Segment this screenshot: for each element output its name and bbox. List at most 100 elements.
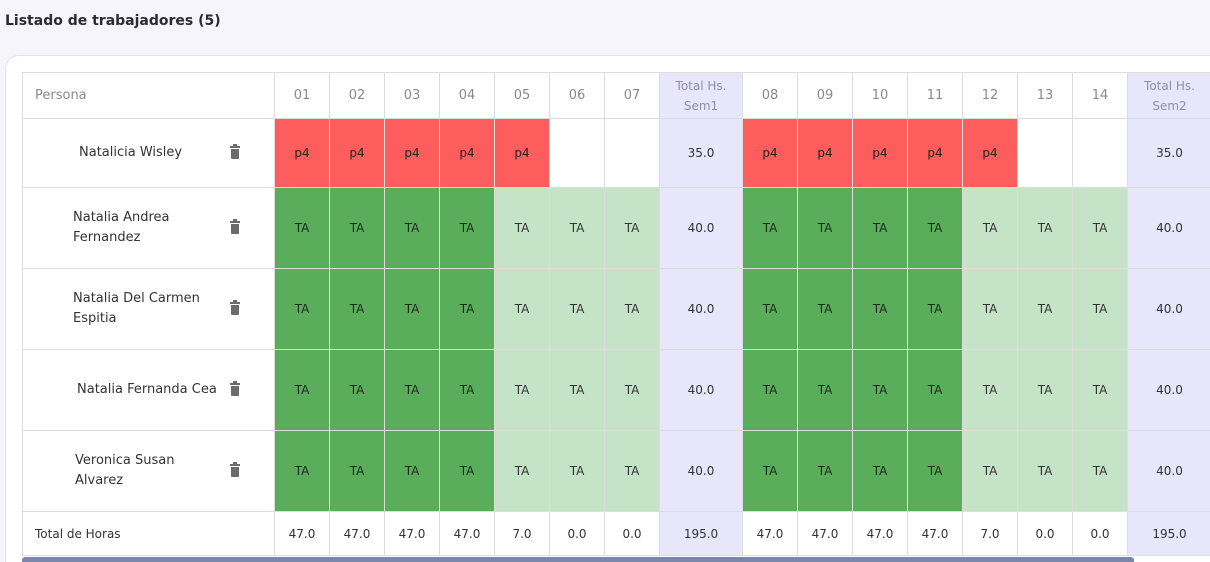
schedule-table: Persona 01 02 03 04 05 06 07 Total Hs. Sem1 08 09… — [22, 72, 1210, 556]
shift-cell[interactable]: TA — [742, 430, 798, 512]
shift-cell[interactable]: TA — [1017, 430, 1073, 512]
shift-cell[interactable]: TA — [274, 268, 330, 350]
shift-cell[interactable]: p4 — [852, 118, 908, 188]
shift-cell[interactable]: TA — [549, 187, 605, 269]
shift-cell[interactable]: TA — [384, 349, 440, 431]
horizontal-scrollbar[interactable] — [22, 557, 1134, 562]
shift-cell[interactable]: TA — [274, 187, 330, 269]
week-total-cell: 40.0 — [659, 268, 743, 350]
shift-cell[interactable]: TA — [1072, 187, 1128, 269]
shift-cell[interactable]: TA — [274, 430, 330, 512]
shift-cell[interactable]: TA — [852, 268, 908, 350]
footer-day-total: 47.0 — [797, 511, 853, 556]
shift-cell[interactable]: p4 — [742, 118, 798, 188]
column-header-day: 07 — [604, 72, 660, 119]
shift-cell[interactable]: TA — [549, 268, 605, 350]
person-cell: Veronica Susan Alvarez — [22, 430, 275, 512]
shift-cell[interactable]: TA — [1072, 268, 1128, 350]
shift-cell[interactable]: TA — [1017, 268, 1073, 350]
shift-cell[interactable]: TA — [604, 430, 660, 512]
shift-cell[interactable]: TA — [494, 349, 550, 431]
shift-cell[interactable]: p4 — [274, 118, 330, 188]
shift-cell[interactable]: p4 — [439, 118, 495, 188]
shift-cell[interactable]: TA — [494, 430, 550, 512]
shift-cell[interactable]: TA — [797, 349, 853, 431]
person-cell: Natalia Del Carmen Espitia — [22, 268, 275, 350]
table-footer-row: Total de Horas 47.0 47.0 47.0 47.0 7.0 0.0 0.0… — [22, 511, 1210, 556]
shift-cell[interactable]: TA — [274, 349, 330, 431]
shift-cell[interactable]: TA — [439, 187, 495, 269]
column-header-day: 09 — [797, 72, 853, 119]
shift-cell[interactable]: p4 — [494, 118, 550, 188]
shift-cell[interactable]: TA — [797, 187, 853, 269]
footer-day-total: 7.0 — [962, 511, 1018, 556]
trash-icon[interactable] — [230, 144, 240, 160]
shift-cell[interactable] — [549, 118, 605, 188]
shift-cell[interactable]: TA — [549, 349, 605, 431]
person-name: Veronica Susan Alvarez — [75, 453, 175, 488]
shift-cell[interactable]: TA — [852, 187, 908, 269]
shift-cell[interactable]: TA — [1072, 349, 1128, 431]
shift-cell[interactable]: TA — [604, 187, 660, 269]
shift-cell[interactable]: TA — [907, 430, 963, 512]
shift-cell[interactable]: TA — [604, 349, 660, 431]
shift-cell[interactable]: TA — [1072, 430, 1128, 512]
trash-icon[interactable] — [230, 462, 240, 478]
shift-cell[interactable]: TA — [549, 430, 605, 512]
shift-cell[interactable]: TA — [852, 349, 908, 431]
shift-cell[interactable]: TA — [329, 349, 385, 431]
shift-cell[interactable]: TA — [742, 268, 798, 350]
shift-cell[interactable]: TA — [742, 349, 798, 431]
column-header-day: 01 — [274, 72, 330, 119]
shift-cell[interactable] — [604, 118, 660, 188]
shift-cell[interactable]: TA — [907, 349, 963, 431]
shift-cell[interactable]: p4 — [797, 118, 853, 188]
shift-cell[interactable]: TA — [852, 430, 908, 512]
shift-cell[interactable]: TA — [1017, 349, 1073, 431]
shift-cell[interactable]: p4 — [384, 118, 440, 188]
shift-cell[interactable] — [1072, 118, 1128, 188]
footer-day-total: 47.0 — [384, 511, 440, 556]
shift-cell[interactable]: TA — [797, 268, 853, 350]
shift-cell[interactable]: TA — [962, 349, 1018, 431]
shift-cell[interactable]: TA — [907, 187, 963, 269]
shift-cell[interactable]: TA — [439, 268, 495, 350]
shift-cell[interactable]: TA — [962, 187, 1018, 269]
shift-cell[interactable]: TA — [439, 430, 495, 512]
shift-cell[interactable]: TA — [329, 268, 385, 350]
shift-cell[interactable]: TA — [494, 268, 550, 350]
trash-icon[interactable] — [230, 219, 240, 235]
footer-day-total: 0.0 — [1017, 511, 1073, 556]
shift-cell[interactable]: TA — [384, 430, 440, 512]
trash-icon[interactable] — [230, 381, 240, 397]
shift-cell[interactable]: TA — [494, 187, 550, 269]
trash-icon[interactable] — [230, 300, 240, 316]
footer-day-total: 47.0 — [329, 511, 385, 556]
page-title: Listado de trabajadores (5) — [5, 13, 221, 29]
shift-cell[interactable]: TA — [329, 187, 385, 269]
shift-cell[interactable] — [1017, 118, 1073, 188]
shift-cell[interactable]: TA — [384, 268, 440, 350]
table-row: Veronica Susan Alvarez TA TA TA TA TA TA TA 40.0… — [22, 430, 1210, 512]
table-row: Natalia Andrea Fernandez TA TA TA TA TA TA TA 40… — [22, 187, 1210, 269]
person-cell: Natalia Fernanda Cea — [22, 349, 275, 431]
shift-cell[interactable]: TA — [384, 187, 440, 269]
shift-cell[interactable]: TA — [439, 349, 495, 431]
shift-cell[interactable]: TA — [962, 430, 1018, 512]
week-total-cell: 40.0 — [1127, 268, 1210, 350]
column-header-persona: Persona — [22, 72, 275, 119]
shift-cell[interactable]: p4 — [962, 118, 1018, 188]
table-row: Natalicia Wisley p4 p4 p4 p4 p4 35.0 p4 p4 p4 p4 p4… — [22, 118, 1210, 188]
shift-cell[interactable]: TA — [742, 187, 798, 269]
shift-cell[interactable]: TA — [907, 268, 963, 350]
shift-cell[interactable]: TA — [797, 430, 853, 512]
shift-cell[interactable]: p4 — [907, 118, 963, 188]
table-row: Natalia Del Carmen Espitia TA TA TA TA TA TA TA… — [22, 268, 1210, 350]
shift-cell[interactable]: TA — [1017, 187, 1073, 269]
shift-cell[interactable]: TA — [604, 268, 660, 350]
column-header-day: 05 — [494, 72, 550, 119]
shift-cell[interactable]: TA — [962, 268, 1018, 350]
shift-cell[interactable]: TA — [329, 430, 385, 512]
week-total-cell: 40.0 — [1127, 430, 1210, 512]
shift-cell[interactable]: p4 — [329, 118, 385, 188]
